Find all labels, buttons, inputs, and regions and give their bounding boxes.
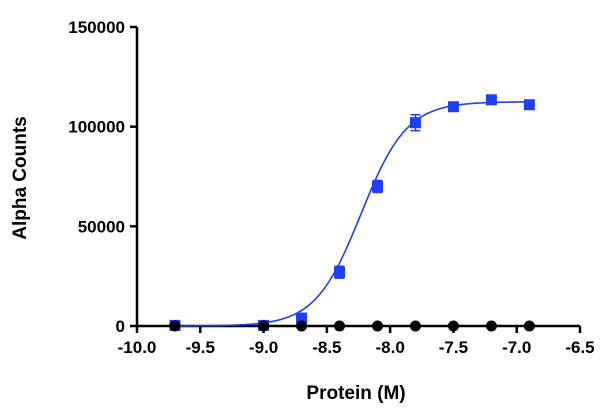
data-point-circle	[409, 320, 421, 332]
data-point-square	[296, 312, 308, 324]
data-points	[169, 94, 535, 332]
axes: -10.0 -9.5 -9.0 -8.5 -8.0 -7.5 -7.0 -6.5 0 50000 1…	[68, 18, 594, 357]
y-tick-label: 100000	[68, 118, 125, 137]
y-tick-label: 50000	[78, 217, 125, 236]
data-point-circle	[258, 320, 270, 332]
data-point-square	[371, 180, 383, 192]
fit-curves	[174, 101, 530, 327]
x-tick-label: -7.0	[502, 338, 531, 357]
x-tick-label: -9.0	[249, 338, 278, 357]
x-axis-title: Protein (M)	[306, 383, 405, 404]
data-point-circle	[447, 320, 459, 332]
x-tick-label: -6.5	[565, 338, 594, 357]
data-point-square	[334, 266, 346, 278]
data-point-square	[409, 117, 421, 129]
x-tick-label: -7.5	[439, 338, 468, 357]
x-tick-label: -8.5	[312, 338, 341, 357]
x-tick-label: -8.0	[375, 338, 404, 357]
data-point-circle	[485, 320, 497, 332]
y-axis-title: Alpha Counts	[10, 116, 31, 240]
data-point-circle	[334, 320, 346, 332]
x-tick-label: -10.0	[118, 338, 157, 357]
data-point-square	[523, 99, 535, 111]
y-tick-label: 0	[116, 317, 125, 336]
data-point-circle	[169, 320, 181, 332]
y-tick-label: 150000	[68, 18, 125, 37]
data-point-circle	[523, 320, 535, 332]
fit-curve	[174, 101, 530, 327]
x-tick-label: -9.5	[186, 338, 215, 357]
data-point-square	[485, 94, 497, 106]
data-point-circle	[371, 320, 383, 332]
data-point-circle	[296, 320, 308, 332]
data-point-square	[447, 101, 459, 113]
